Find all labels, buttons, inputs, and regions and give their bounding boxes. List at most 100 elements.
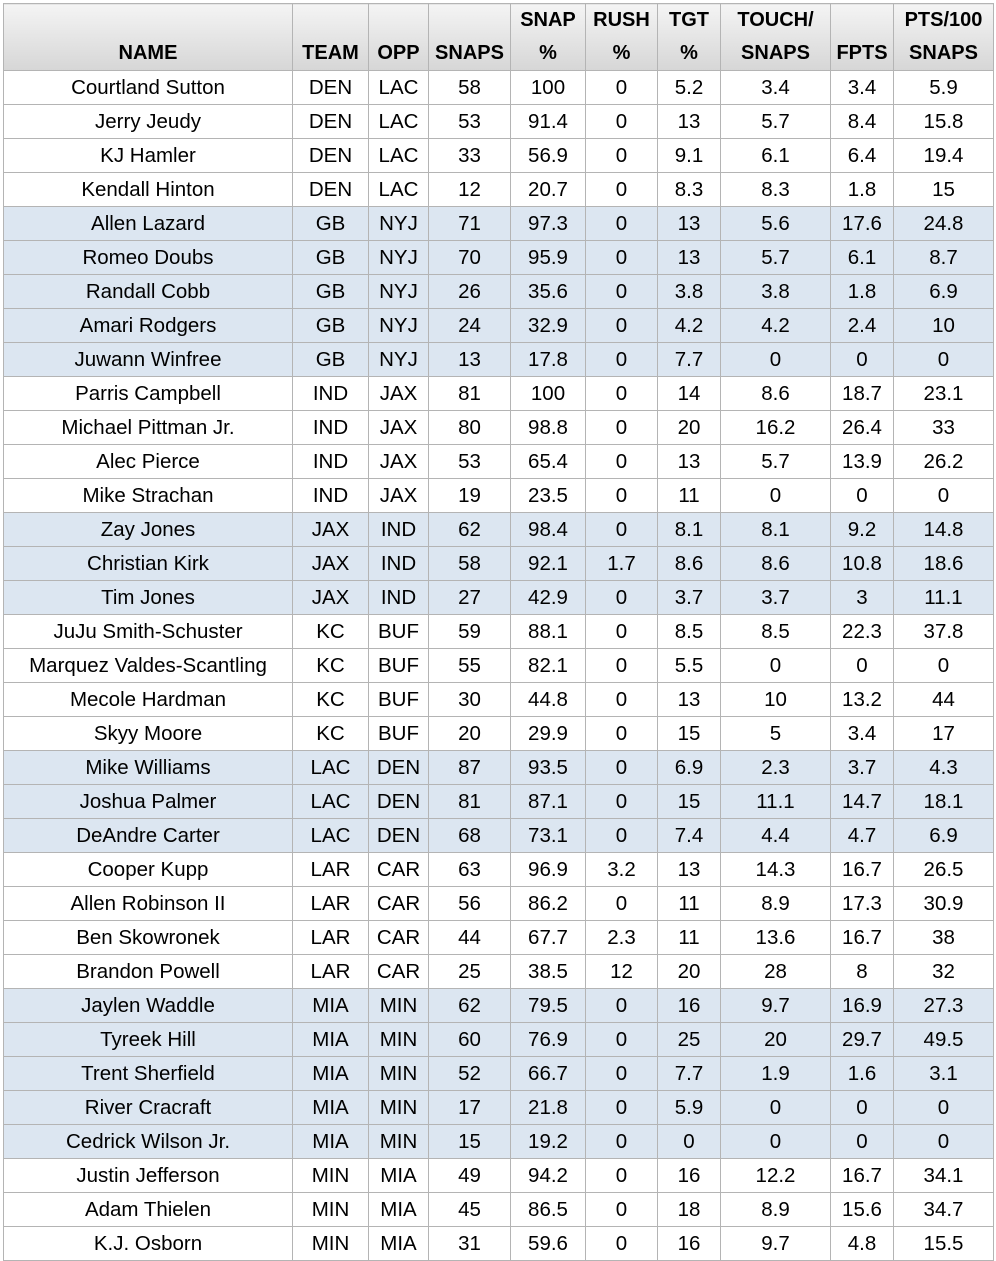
player-name: Parris Campbell [3,376,293,411]
cell: 0 [585,682,658,717]
cell: 2.3 [585,920,658,955]
header-row: NAME TEAM OPP SNAPS SNAP% RUSH% TGT% TOUCH/SNAP… [3,3,994,71]
player-name: Amari Rodgers [3,308,293,343]
cell: 88.1 [510,614,586,649]
cell: 3.1 [893,1056,994,1091]
cell: 58 [428,546,511,581]
player-name: Kendall Hinton [3,172,293,207]
cell: 62 [428,988,511,1023]
cell: 0 [585,478,658,513]
player-name: Randall Cobb [3,274,293,309]
header-line: PTS/100 [904,9,983,31]
cell: 32 [893,954,994,989]
cell: 28 [720,954,831,989]
table-row: Jerry Jeudy DEN LAC 53 91.4 0 13 5.7 8.4 15.8 [3,104,994,139]
cell: 15.6 [830,1192,894,1227]
cell: 26.4 [830,410,894,445]
cell: JAX [368,444,429,479]
column-header: TOUCH/SNAPS [720,3,831,71]
cell: 8.5 [657,614,721,649]
player-name: Mecole Hardman [3,682,293,717]
table-row: Zay Jones JAX IND 62 98.4 0 8.1 8.1 9.2 14.8 [3,512,994,547]
cell: 96.9 [510,852,586,887]
table-row: Kendall Hinton DEN LAC 12 20.7 0 8.3 8.3 1.8 15 [3,172,994,207]
cell: 0 [893,1090,994,1125]
cell: 8.3 [657,172,721,207]
cell: 22.3 [830,614,894,649]
cell: 0 [585,274,658,309]
player-name: River Cracraft [3,1090,293,1125]
cell: 0 [585,1090,658,1125]
player-name: K.J. Osborn [3,1226,293,1261]
cell: 3.7 [830,750,894,785]
player-name: Marquez Valdes-Scantling [3,648,293,683]
cell: 45 [428,1192,511,1227]
cell: BUF [368,614,429,649]
cell: IND [368,546,429,581]
table-row: JuJu Smith-Schuster KC BUF 59 88.1 0 8.5 8.5 22.… [3,614,994,649]
table-row: K.J. Osborn MIN MIA 31 59.6 0 16 9.7 4.8 15.5 [3,1226,994,1261]
cell: 0 [585,988,658,1023]
cell: 80 [428,410,511,445]
cell: 17 [428,1090,511,1125]
cell: DEN [292,70,369,105]
cell: 19.4 [893,138,994,173]
cell: 0 [585,444,658,479]
cell: 44.8 [510,682,586,717]
player-name: Christian Kirk [3,546,293,581]
cell: IND [292,376,369,411]
header-line: % [680,42,698,64]
cell: MIN [292,1158,369,1193]
cell: 15 [657,784,721,819]
cell: 15.5 [893,1226,994,1261]
cell: 100 [510,70,586,105]
cell: 19 [428,478,511,513]
cell: MIN [368,1124,429,1159]
cell: DEN [292,172,369,207]
cell: 94.2 [510,1158,586,1193]
cell: 5.6 [720,206,831,241]
player-name: Adam Thielen [3,1192,293,1227]
cell: 0 [657,1124,721,1159]
cell: 0 [720,1090,831,1125]
cell: 2.4 [830,308,894,343]
cell: 24.8 [893,206,994,241]
cell: 13.2 [830,682,894,717]
cell: BUF [368,648,429,683]
cell: JAX [292,546,369,581]
header-line: % [612,42,631,64]
cell: CAR [368,886,429,921]
cell: 8.9 [720,886,831,921]
cell: 8.7 [893,240,994,275]
cell: 24 [428,308,511,343]
cell: 12 [585,954,658,989]
cell: 27 [428,580,511,615]
table-row: Parris Campbell IND JAX 81 100 0 14 8.6 18.7 23.1 [3,376,994,411]
cell: JAX [368,410,429,445]
cell: 35.6 [510,274,586,309]
cell: MIA [368,1226,429,1261]
cell: 8.3 [720,172,831,207]
cell: 86.5 [510,1192,586,1227]
cell: IND [292,444,369,479]
player-name: Cooper Kupp [3,852,293,887]
cell: 0 [585,512,658,547]
header-line: TOUCH/ [737,9,814,31]
cell: 34.1 [893,1158,994,1193]
cell: LAC [292,818,369,853]
player-name: JuJu Smith-Schuster [3,614,293,649]
cell: 42.9 [510,580,586,615]
cell: DEN [368,750,429,785]
player-name: Zay Jones [3,512,293,547]
cell: DEN [368,818,429,853]
cell: MIN [368,1022,429,1057]
cell: LAR [292,954,369,989]
cell: 0 [830,648,894,683]
cell: 5.9 [893,70,994,105]
cell: 4.7 [830,818,894,853]
cell: NYJ [368,206,429,241]
cell: 15 [893,172,994,207]
table-row: Michael Pittman Jr. IND JAX 80 98.8 0 20 16.2 26… [3,410,994,445]
cell: 0 [585,886,658,921]
